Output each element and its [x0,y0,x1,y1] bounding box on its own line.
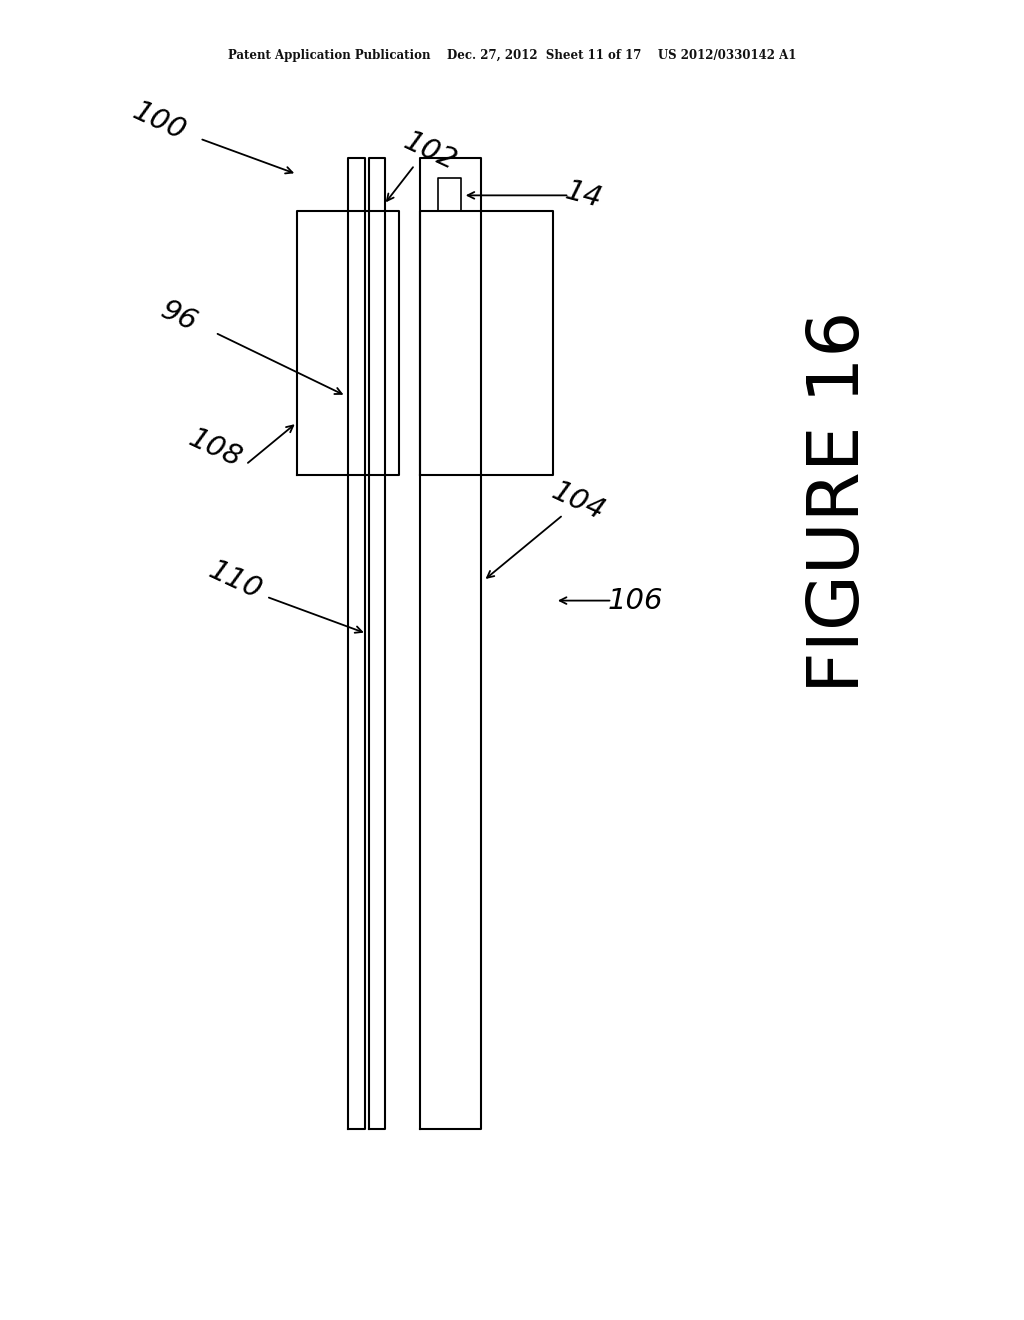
Text: Patent Application Publication    Dec. 27, 2012  Sheet 11 of 17    US 2012/03301: Patent Application Publication Dec. 27, … [227,49,797,62]
Text: 108: 108 [184,425,246,473]
Text: 104: 104 [548,478,609,525]
Text: FIGURE 16: FIGURE 16 [805,310,874,693]
Text: 96: 96 [157,296,202,338]
Text: 102: 102 [399,128,461,176]
Text: 100: 100 [128,98,189,145]
Text: 110: 110 [205,557,266,605]
Text: 106: 106 [607,586,663,615]
Text: 14: 14 [562,177,605,214]
